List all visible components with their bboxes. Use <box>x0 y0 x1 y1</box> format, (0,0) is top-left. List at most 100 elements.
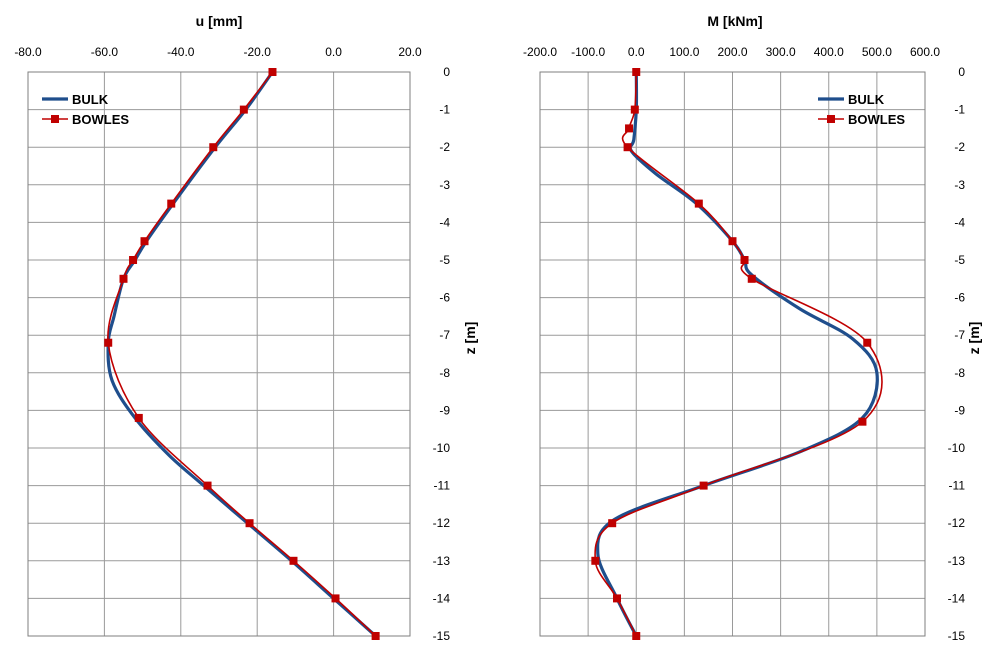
y-tick-label: -3 <box>954 178 965 192</box>
plot-area-frame <box>27 71 411 637</box>
x-tick-label: 500.0 <box>862 45 892 59</box>
chart-title: M [kNm] <box>707 13 762 29</box>
y-tick-label: -10 <box>433 441 451 455</box>
data-point-bowles <box>632 632 641 640</box>
x-tick-label: -200.0 <box>523 45 557 59</box>
series-group <box>591 68 883 640</box>
data-point-bowles <box>694 199 703 208</box>
data-point-bowles <box>608 519 617 528</box>
y-tick-label: -7 <box>954 328 965 342</box>
data-point-bowles <box>728 237 737 246</box>
y-tick-label: -6 <box>954 291 965 305</box>
x-tick-label: 0.0 <box>628 45 645 59</box>
displacement-chart: u [mm] -80.0 -60.0 -40.0 -20.0 0.0 20.0 0 -1 -2… <box>14 13 478 643</box>
moment-chart: M [kNm] -200.0 -100.0 0.0 100.0 200.0 300.0 40… <box>523 13 982 643</box>
y-tick-label: -6 <box>439 291 450 305</box>
data-point-bowles <box>203 481 212 490</box>
legend: BULK BOWLES <box>42 92 129 127</box>
y-tick-label: -13 <box>433 554 451 568</box>
y-tick-label: -4 <box>954 215 965 229</box>
legend-label-bulk: BULK <box>72 92 109 107</box>
y-tick-label: -12 <box>948 516 966 530</box>
data-point-bowles <box>167 199 176 208</box>
y-tick-label: 0 <box>443 65 450 79</box>
x-tick-label: 600.0 <box>910 45 940 59</box>
y-tick-label: -14 <box>433 591 451 605</box>
legend: BULK BOWLES <box>818 92 905 127</box>
data-point-bowles <box>104 338 113 347</box>
series-line-bulk <box>106 71 377 638</box>
x-tick-label: 200.0 <box>717 45 747 59</box>
x-tick-label: 300.0 <box>766 45 796 59</box>
data-point-bowles <box>140 237 149 246</box>
data-point-bowles <box>239 105 248 114</box>
y-tick-label: -9 <box>439 403 450 417</box>
y-tick-label: -3 <box>439 178 450 192</box>
y-tick-label: -11 <box>434 479 451 493</box>
y-tick-label: -9 <box>954 403 965 417</box>
legend-label-bowles: BOWLES <box>848 112 905 127</box>
data-point-bowles <box>613 594 621 603</box>
x-axis-ticks: -80.0 -60.0 -40.0 -20.0 0.0 20.0 <box>14 45 422 59</box>
y-axis-label: z [m] <box>966 322 982 355</box>
x-tick-label: -100.0 <box>571 45 605 59</box>
y-tick-label: -2 <box>439 140 450 154</box>
data-point-bowles <box>591 556 600 565</box>
y-tick-label: -5 <box>954 253 965 267</box>
chart-title: u [mm] <box>196 13 243 29</box>
data-point-bowles <box>209 143 218 152</box>
y-tick-label: -1 <box>954 103 965 117</box>
data-point-bowles <box>625 124 634 133</box>
data-point-bowles <box>740 256 749 264</box>
series-line-bowles <box>107 71 377 637</box>
y-tick-label: -4 <box>439 215 450 229</box>
y-tick-label: -1 <box>439 103 450 117</box>
y-tick-label: -2 <box>954 140 965 154</box>
data-point-bowles <box>863 338 872 347</box>
series-line-bowles <box>594 71 883 637</box>
legend-label-bowles: BOWLES <box>72 112 129 127</box>
data-point-bowles <box>699 481 708 490</box>
x-tick-label: 100.0 <box>669 45 699 59</box>
x-axis-ticks: -200.0 -100.0 0.0 100.0 200.0 300.0 400.0 500.0… <box>523 45 940 59</box>
legend-label-bulk: BULK <box>848 92 885 107</box>
y-axis-ticks: 0 -1 -2 -3 -4 -5 -6 -7 -8 -9 -10 -11 -12 -13 -14 -15 <box>948 65 966 643</box>
data-point-bowles <box>371 632 380 640</box>
x-tick-label: -60.0 <box>91 45 119 59</box>
data-point-bowles <box>245 519 254 528</box>
y-tick-label: -7 <box>439 328 450 342</box>
y-tick-label: -5 <box>439 253 450 267</box>
data-point-bowles <box>632 68 641 76</box>
data-point-bowles <box>630 105 639 114</box>
y-tick-label: -15 <box>433 629 451 643</box>
data-point-bowles <box>119 274 128 283</box>
data-point-bowles <box>331 594 340 603</box>
series-group <box>104 68 380 640</box>
grid <box>539 71 926 637</box>
y-axis-label: z [m] <box>462 322 478 355</box>
x-tick-label: 0.0 <box>325 45 342 59</box>
data-point-bowles <box>289 556 298 565</box>
y-axis-ticks: 0 -1 -2 -3 -4 -5 -6 -7 -8 -9 -10 -11 -12 -13 -14 -15 <box>433 65 451 643</box>
y-tick-label: -8 <box>439 366 450 380</box>
series-line-bulk <box>596 71 879 637</box>
data-point-bowles <box>623 143 632 152</box>
x-tick-label: -80.0 <box>14 45 42 59</box>
data-point-bowles <box>129 256 138 264</box>
legend-marker <box>51 115 59 123</box>
y-tick-label: -12 <box>433 516 451 530</box>
y-tick-label: -10 <box>948 441 966 455</box>
data-point-bowles <box>858 417 867 426</box>
y-tick-label: -15 <box>948 629 966 643</box>
legend-marker <box>827 115 835 123</box>
y-tick-label: -8 <box>954 366 965 380</box>
data-point-bowles <box>268 68 277 76</box>
y-tick-label: -13 <box>948 554 966 568</box>
plot-area-frame <box>539 71 926 637</box>
x-tick-label: -20.0 <box>244 45 272 59</box>
x-tick-label: -40.0 <box>167 45 195 59</box>
data-point-bowles <box>134 413 143 422</box>
x-tick-label: 20.0 <box>398 45 422 59</box>
